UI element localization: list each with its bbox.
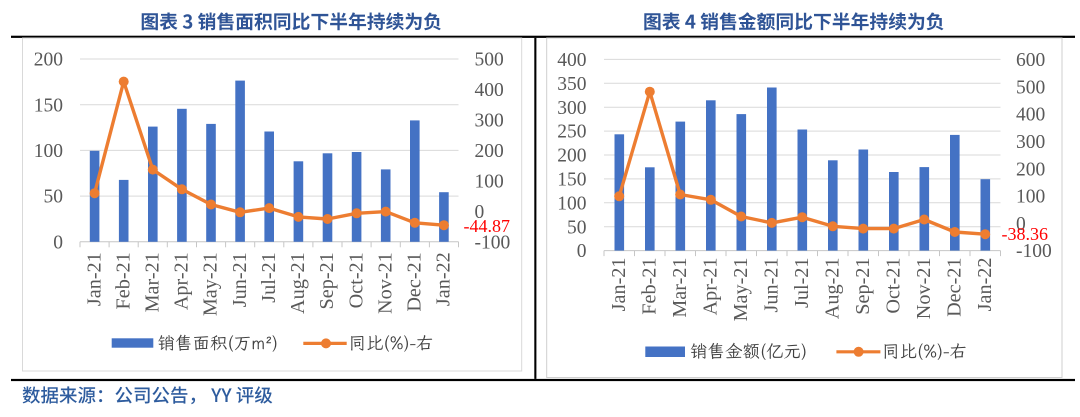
svg-text:Apr-21: Apr-21 bbox=[171, 252, 193, 310]
svg-text:Aug-21: Aug-21 bbox=[822, 258, 844, 320]
svg-text:300: 300 bbox=[1016, 132, 1045, 153]
svg-text:-100: -100 bbox=[475, 232, 511, 253]
svg-text:Jan-21: Jan-21 bbox=[83, 252, 105, 306]
svg-text:200: 200 bbox=[557, 146, 586, 167]
svg-text:250: 250 bbox=[557, 122, 586, 143]
svg-text:150: 150 bbox=[34, 95, 63, 116]
svg-text:0: 0 bbox=[577, 241, 587, 262]
svg-text:Jan-22: Jan-22 bbox=[433, 252, 455, 306]
svg-text:200: 200 bbox=[34, 50, 63, 71]
svg-text:100: 100 bbox=[475, 172, 504, 193]
svg-text:Oct-21: Oct-21 bbox=[883, 258, 905, 314]
svg-text:Jan-22: Jan-22 bbox=[974, 258, 996, 312]
svg-text:300: 300 bbox=[475, 111, 504, 132]
svg-text:Jan-21: Jan-21 bbox=[608, 258, 630, 312]
svg-text:0: 0 bbox=[1016, 214, 1026, 235]
svg-text:Sep-21: Sep-21 bbox=[852, 258, 874, 315]
svg-text:500: 500 bbox=[1016, 77, 1045, 98]
svg-text:Nov-21: Nov-21 bbox=[913, 258, 935, 320]
svg-text:Jun-21: Jun-21 bbox=[229, 252, 251, 307]
svg-text:Aug-21: Aug-21 bbox=[287, 252, 309, 314]
svg-text:-38.36: -38.36 bbox=[1002, 224, 1049, 244]
svg-text:-44.87: -44.87 bbox=[464, 216, 511, 236]
svg-text:150: 150 bbox=[557, 170, 586, 191]
svg-text:Oct-21: Oct-21 bbox=[345, 252, 367, 308]
svg-text:0: 0 bbox=[53, 232, 63, 253]
svg-text:Feb-21: Feb-21 bbox=[112, 252, 134, 309]
svg-text:50: 50 bbox=[567, 217, 587, 238]
svg-text:500: 500 bbox=[475, 50, 504, 71]
svg-text:Mar-21: Mar-21 bbox=[142, 252, 164, 312]
svg-text:400: 400 bbox=[557, 50, 586, 71]
svg-text:350: 350 bbox=[557, 74, 586, 95]
svg-text:100: 100 bbox=[34, 141, 63, 162]
svg-text:200: 200 bbox=[475, 141, 504, 162]
svg-text:Feb-21: Feb-21 bbox=[639, 258, 661, 315]
svg-text:0: 0 bbox=[475, 202, 485, 223]
svg-text:Sep-21: Sep-21 bbox=[316, 252, 338, 309]
svg-text:600: 600 bbox=[1016, 50, 1045, 71]
svg-text:Jul-21: Jul-21 bbox=[791, 258, 813, 308]
svg-text:May-21: May-21 bbox=[730, 258, 752, 322]
svg-text:Mar-21: Mar-21 bbox=[669, 258, 691, 318]
svg-text:May-21: May-21 bbox=[200, 252, 222, 316]
svg-text:Jun-21: Jun-21 bbox=[761, 258, 783, 313]
svg-text:Dec-21: Dec-21 bbox=[944, 258, 966, 317]
svg-text:Jul-21: Jul-21 bbox=[258, 252, 280, 302]
svg-text:Nov-21: Nov-21 bbox=[374, 252, 396, 314]
svg-text:Apr-21: Apr-21 bbox=[700, 258, 722, 316]
svg-text:200: 200 bbox=[1016, 159, 1045, 180]
svg-text:400: 400 bbox=[1016, 105, 1045, 126]
svg-text:-100: -100 bbox=[1016, 241, 1052, 262]
svg-text:Dec-21: Dec-21 bbox=[404, 252, 426, 311]
svg-text:100: 100 bbox=[1016, 187, 1045, 208]
svg-text:400: 400 bbox=[475, 80, 504, 101]
svg-text:300: 300 bbox=[557, 98, 586, 119]
svg-text:100: 100 bbox=[557, 193, 586, 214]
svg-text:50: 50 bbox=[44, 187, 64, 208]
